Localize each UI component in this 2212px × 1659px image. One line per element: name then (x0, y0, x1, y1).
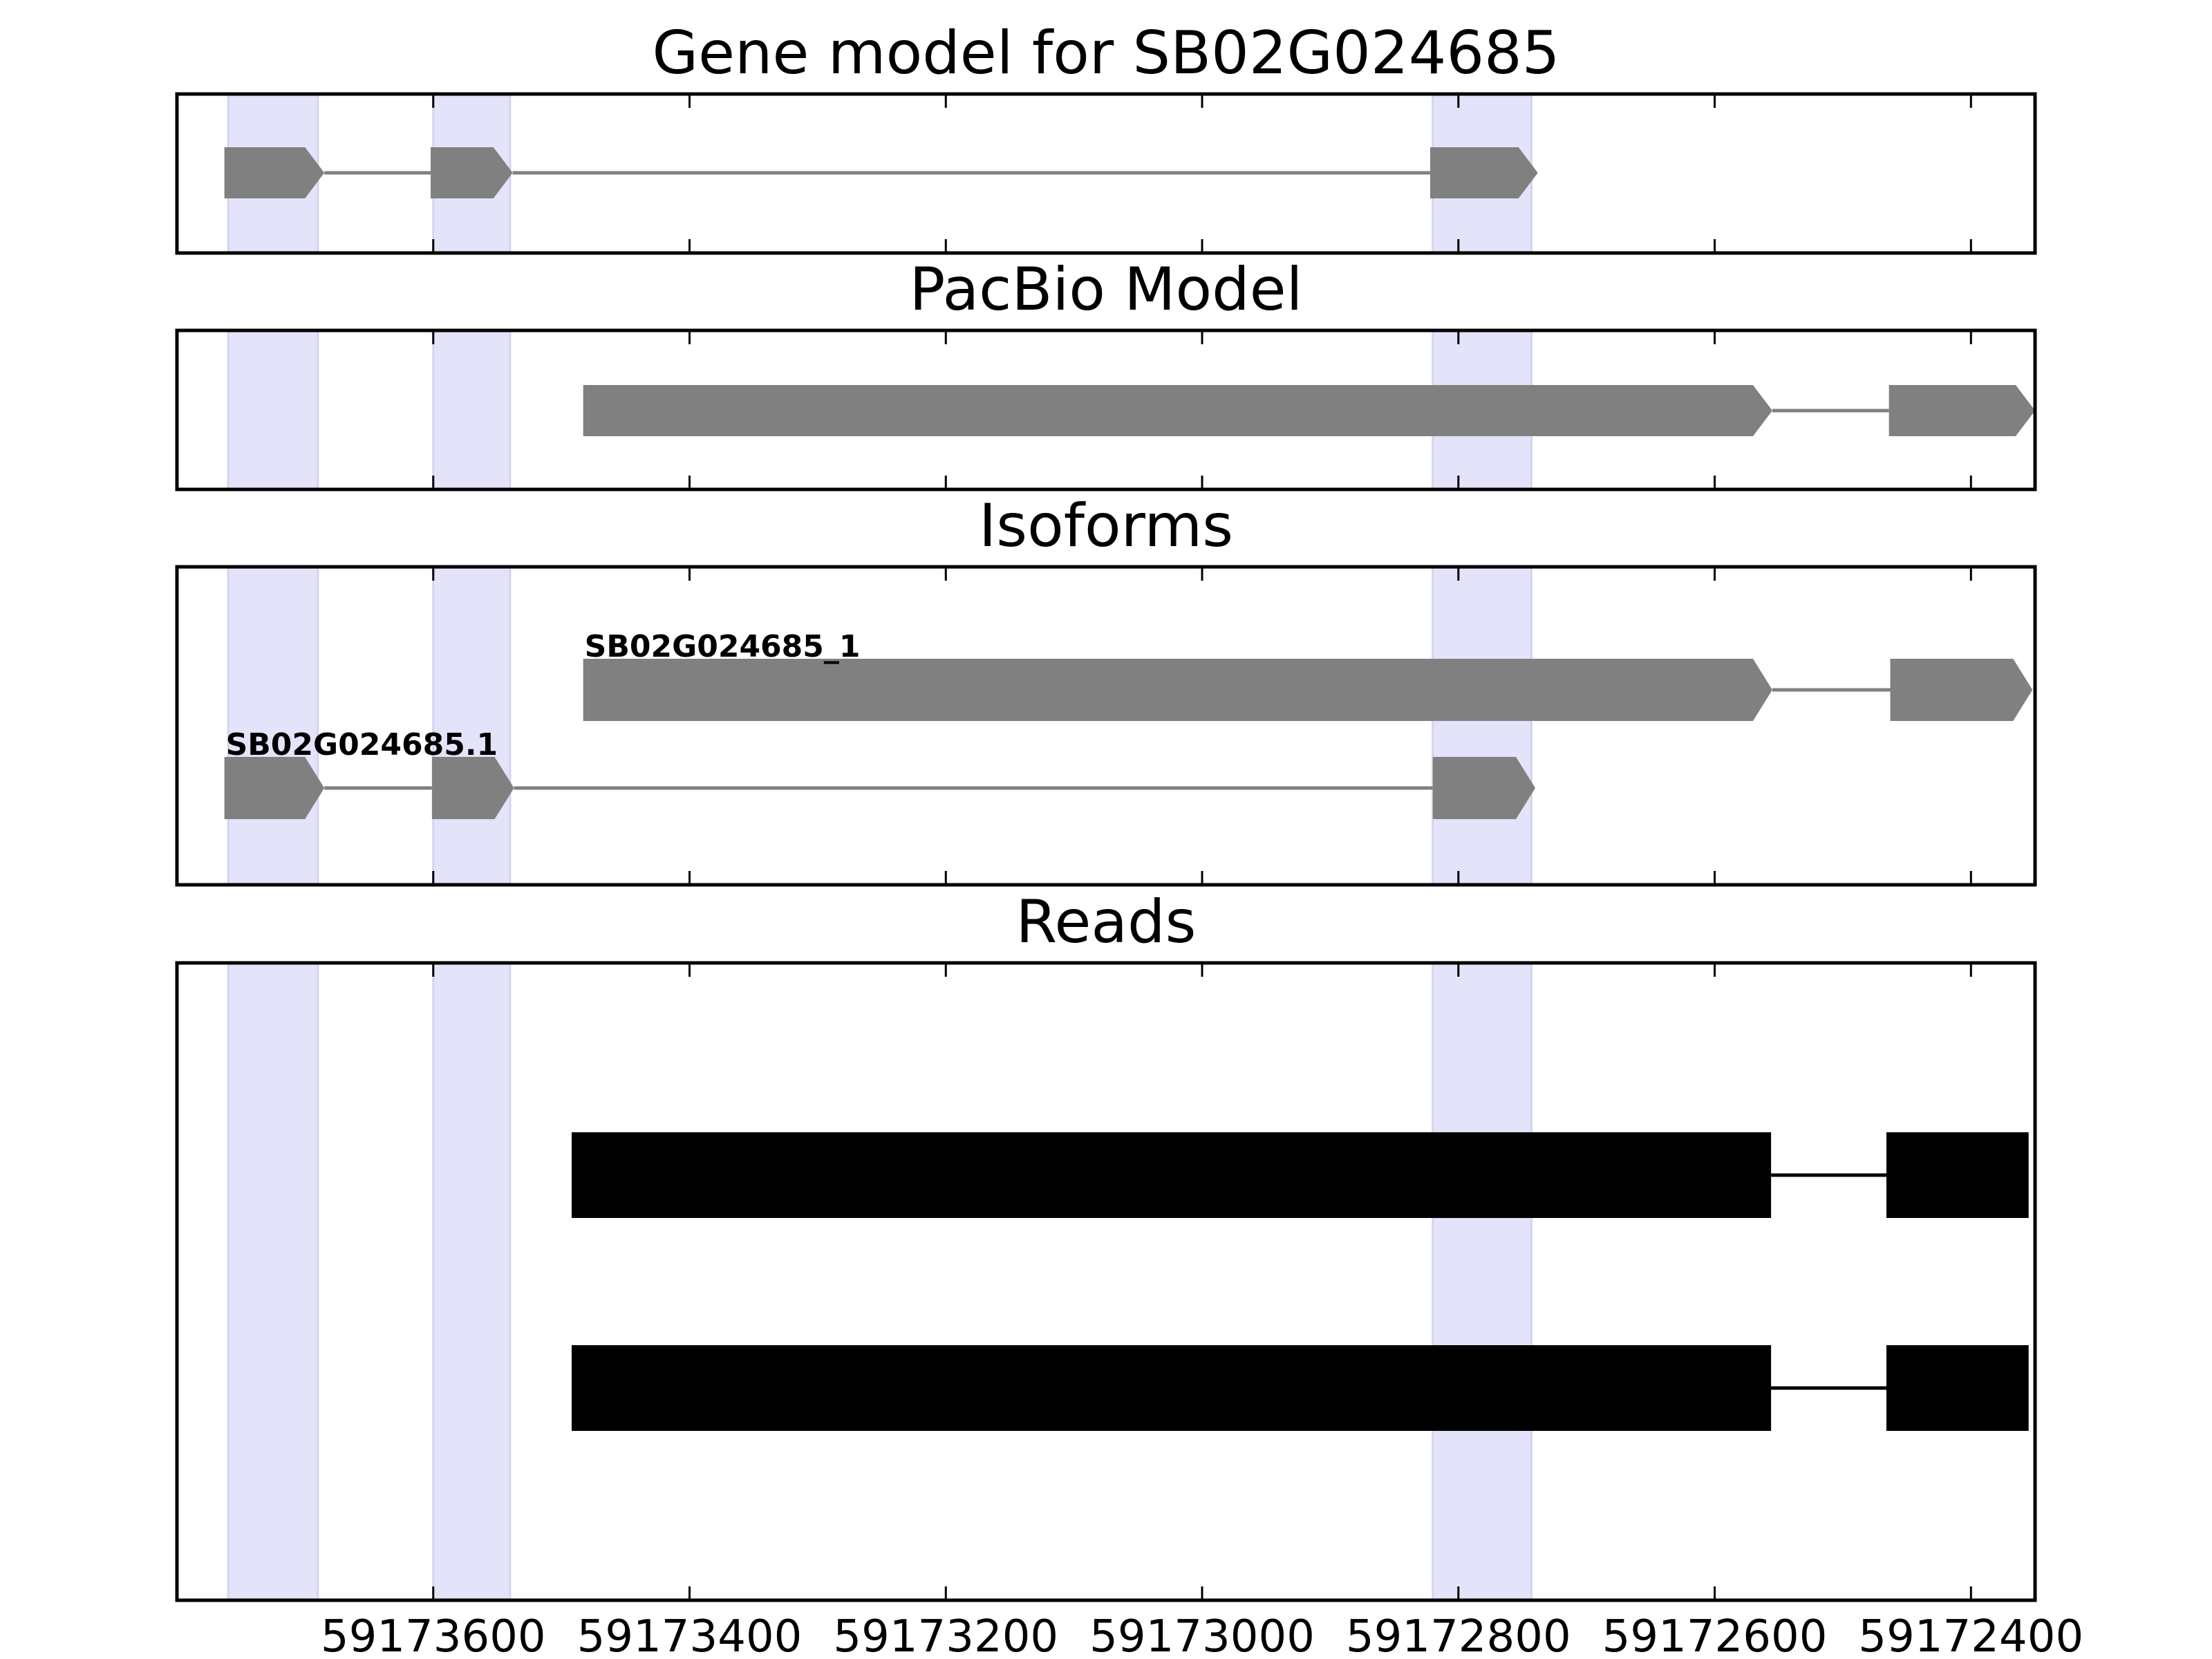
highlight-band (432, 329, 512, 491)
read-block (1886, 1345, 2029, 1431)
exon-arrow (1888, 385, 2035, 436)
panel-frame (175, 961, 2037, 1602)
isoform-label: SB02G024685.1 (226, 727, 498, 762)
panel-frame (175, 92, 2037, 255)
isoform-label: SB02G024685_1 (585, 629, 861, 664)
exon-arrow (583, 659, 1772, 721)
x-tick-label: 59173200 (833, 1611, 1058, 1659)
panel-isoforms: Isoforms SB02G024685_1 SB02G024685.1 (175, 491, 2037, 887)
exon-arrow (1430, 147, 1538, 198)
highlight-band (432, 962, 512, 1602)
x-tick-label: 59173600 (321, 1611, 546, 1659)
exon-arrow (1890, 659, 2033, 721)
exon-arrow (431, 757, 514, 819)
panel-pacbio: PacBio Model (175, 255, 2037, 491)
exon-arrow (431, 147, 513, 198)
panel-reads: Reads (175, 888, 2037, 1602)
read-block (571, 1345, 1772, 1431)
exon-arrow (224, 757, 325, 819)
panel-frame (175, 328, 2037, 491)
exon-arrow (583, 385, 1772, 436)
panel-title: Gene model for SB02G024685 (653, 19, 1560, 88)
panel-title: PacBio Model (909, 255, 1302, 324)
read-block (1886, 1132, 2029, 1218)
panel-gene-model: Gene model for SB02G024685 (175, 19, 2037, 255)
x-tick-label: 59173000 (1089, 1611, 1315, 1659)
panel-frame (175, 565, 2037, 887)
highlight-band (1432, 565, 1533, 886)
x-tick-label: 59172600 (1602, 1611, 1828, 1659)
x-tick-label: 59173400 (577, 1611, 803, 1659)
x-tick-label: 59172400 (1858, 1611, 2083, 1659)
highlight-band (432, 565, 512, 886)
read-block (571, 1132, 1772, 1218)
highlight-band (1432, 962, 1533, 1602)
panel-title: Isoforms (979, 491, 1233, 561)
highlight-band (227, 962, 319, 1602)
highlight-band (227, 565, 319, 886)
exon-arrow (224, 147, 325, 198)
x-tick-label: 59172800 (1346, 1611, 1571, 1659)
highlight-band (227, 329, 319, 491)
exon-arrow (1432, 757, 1536, 819)
panel-title: Reads (1016, 888, 1197, 957)
